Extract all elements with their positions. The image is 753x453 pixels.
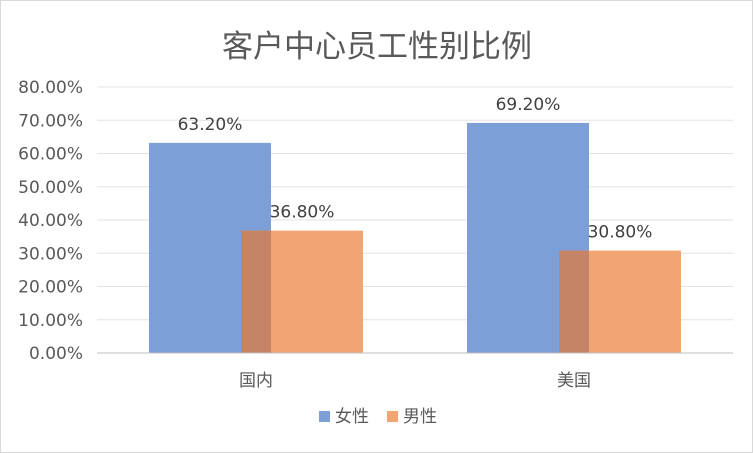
legend-swatch [387,411,398,422]
y-tick-label: 0.00% [29,344,83,364]
y-tick-label: 50.00% [18,178,83,198]
legend-label: 女性 [335,407,369,427]
data-label: 30.80% [588,223,653,243]
y-tick-label: 20.00% [18,278,83,298]
data-labels: 63.20% 36.80% 69.20% 30.80% [178,95,653,243]
data-label: 63.20% [178,115,243,135]
data-label: 36.80% [270,203,335,223]
y-tick-label: 40.00% [18,211,83,231]
legend-swatch [319,411,330,422]
legend: 女性 男性 [319,407,437,427]
y-tick-label: 70.00% [18,111,83,131]
chart-title: 客户中心员工性别比例 [222,29,532,65]
x-category-label: 美国 [557,371,591,391]
y-tick-label: 80.00% [18,78,83,98]
y-tick-label: 10.00% [18,311,83,331]
legend-label: 男性 [403,407,437,427]
bar-overlap-0 [241,230,271,353]
y-tick-label: 60.00% [18,145,83,165]
data-label: 69.20% [496,95,561,115]
y-tick-label: 30.00% [18,244,83,264]
bar-overlap-1 [559,250,589,353]
x-category-label: 国内 [239,371,273,391]
x-axis-categories: 国内 美国 [239,371,591,391]
bars [149,122,681,353]
y-axis-ticks: 0.00% 10.00% 20.00% 30.00% 40.00% 50.00% 60.00… [18,78,83,364]
